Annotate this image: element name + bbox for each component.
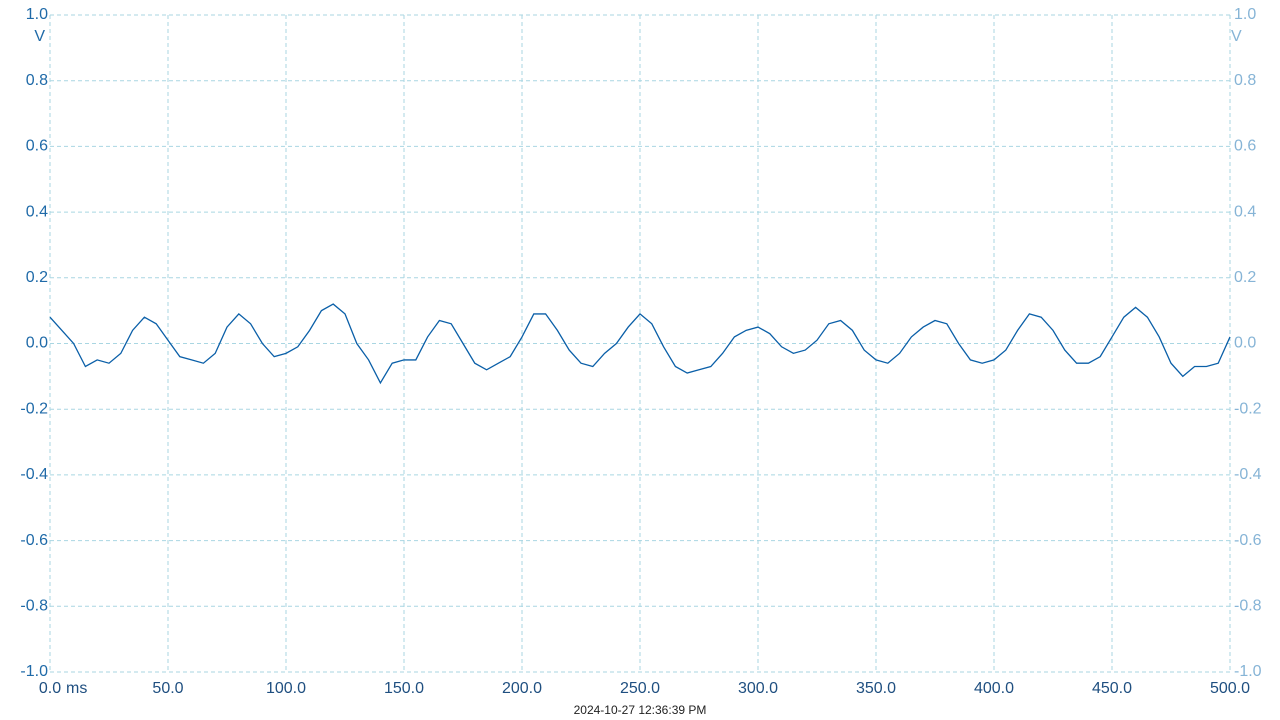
y2-tick-label: -0.4 xyxy=(1234,466,1262,483)
y2-tick-label: -1.0 xyxy=(1234,663,1262,680)
y-tick-label: -0.2 xyxy=(20,400,48,417)
y-tick-label: 0.8 xyxy=(26,72,48,89)
x-tick-label: 50.0 xyxy=(152,680,183,697)
y2-tick-label: -0.2 xyxy=(1234,400,1262,417)
x-tick-label: 250.0 xyxy=(620,680,660,697)
y-tick-label: -1.0 xyxy=(20,663,48,680)
y2-tick-label: 0.2 xyxy=(1234,269,1256,286)
y2-tick-label: -0.8 xyxy=(1234,598,1262,615)
x-unit: ms xyxy=(66,680,87,697)
y-tick-label: -0.8 xyxy=(20,598,48,615)
x-tick-label: 0.0 xyxy=(39,680,61,697)
y-tick-label: 1.0 xyxy=(26,6,48,23)
y2-tick-label: 0.8 xyxy=(1234,72,1256,89)
x-tick-label: 100.0 xyxy=(266,680,306,697)
x-tick-label: 300.0 xyxy=(738,680,778,697)
x-tick-label: 350.0 xyxy=(856,680,896,697)
x-tick-label: 150.0 xyxy=(384,680,424,697)
y-unit-right: V xyxy=(1231,28,1242,45)
x-tick-label: 400.0 xyxy=(974,680,1014,697)
y-tick-label: 0.0 xyxy=(26,335,48,352)
y2-tick-label: 0.6 xyxy=(1234,138,1256,155)
waveform xyxy=(49,303,1231,385)
y-tick-label: -0.4 xyxy=(20,466,48,483)
y2-tick-label: 1.0 xyxy=(1234,6,1256,23)
x-tick-label: 500.0 xyxy=(1210,680,1250,697)
y2-tick-label: 0.4 xyxy=(1234,203,1256,220)
y-tick-label: 0.6 xyxy=(26,138,48,155)
x-tick-label: 200.0 xyxy=(502,680,542,697)
y2-tick-label: 0.0 xyxy=(1234,335,1256,352)
y-tick-label: 0.2 xyxy=(26,269,48,286)
y-tick-label: -0.6 xyxy=(20,532,48,549)
timestamp: 2024-10-27 12:36:39 PM xyxy=(574,703,707,717)
x-tick-label: 450.0 xyxy=(1092,680,1132,697)
y-tick-label: 0.4 xyxy=(26,203,48,220)
y-unit-left: V xyxy=(34,28,45,45)
y2-tick-label: -0.6 xyxy=(1234,532,1262,549)
